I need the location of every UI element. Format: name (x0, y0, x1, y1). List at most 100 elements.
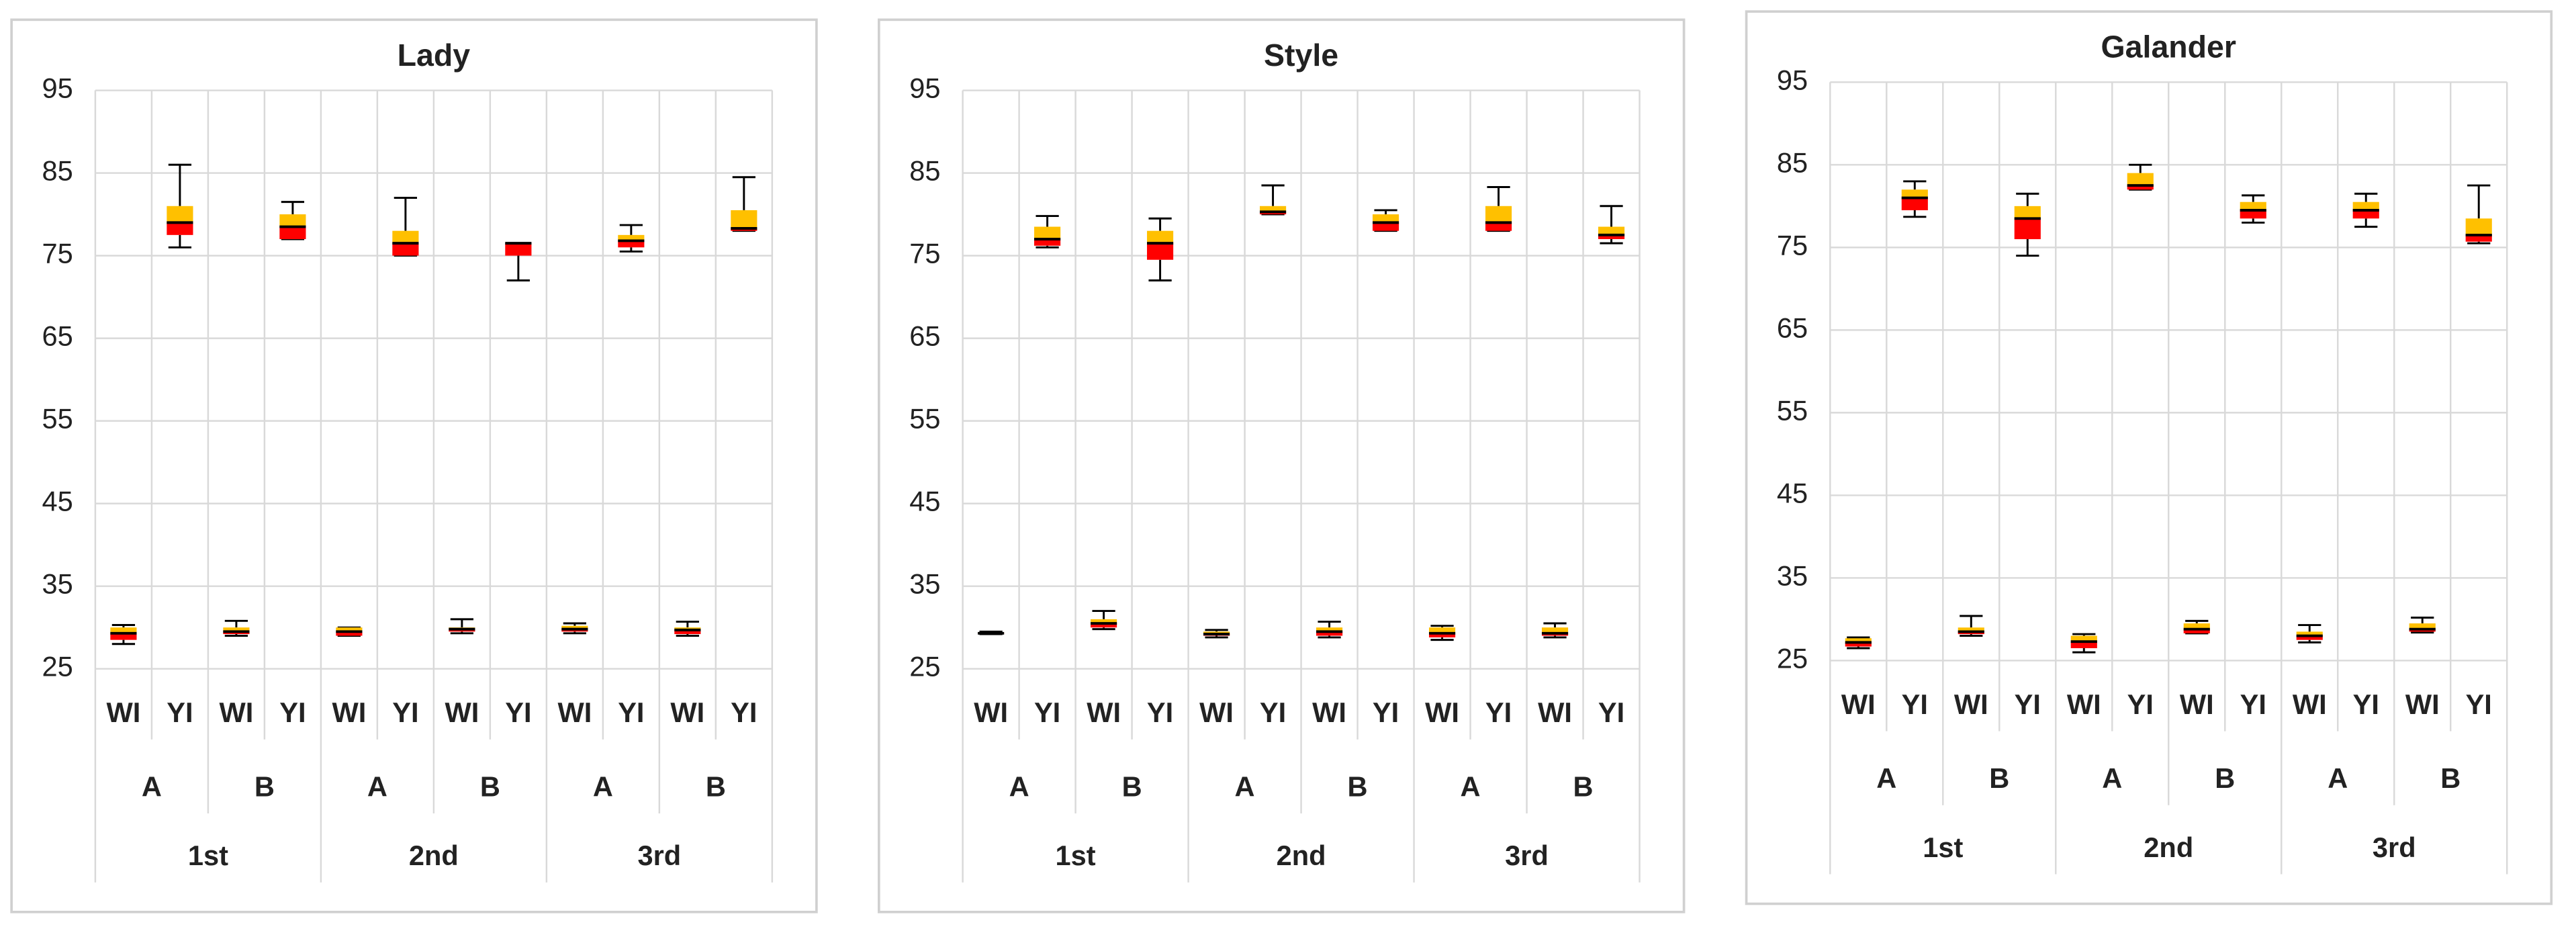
group-label: A (1235, 770, 1255, 802)
box-lower (1372, 222, 1399, 231)
x-tick-label: WI (219, 697, 253, 728)
box-chart: Lady 25 35 45 55 65 75 85 95 WI YI WI YI WI YI WI YI WI YI… (10, 18, 818, 914)
y-tick-label: 65 (1777, 312, 1808, 343)
group-label: B (1989, 762, 2009, 794)
box-lower (2183, 629, 2210, 633)
group-label: A (1461, 770, 1481, 802)
x-tick-label: YI (392, 697, 418, 728)
period-label: 2nd (1277, 840, 1326, 871)
group-label: B (255, 770, 275, 802)
y-tick-label: 25 (1777, 642, 1808, 674)
box-lower (1598, 234, 1625, 239)
box-upper (1541, 627, 1569, 633)
x-tick-label: WI (1087, 697, 1121, 728)
y-tick-label: 35 (909, 568, 940, 600)
period-label: 3rd (1505, 840, 1549, 871)
box-lower (1091, 623, 1117, 628)
x-tick-label: YI (2466, 688, 2492, 720)
box-lower (618, 240, 645, 248)
group-label: B (1348, 770, 1368, 802)
y-tick-label: 95 (1777, 64, 1808, 95)
x-tick-label: WI (332, 697, 366, 728)
box-upper (1147, 230, 1174, 244)
y-tick-label: 25 (42, 651, 73, 682)
box-lower (2014, 218, 2041, 240)
x-tick-label: WI (2180, 688, 2214, 720)
box-lower (1845, 642, 1872, 647)
x-tick-label: YI (1598, 697, 1624, 728)
x-tick-label: WI (2067, 688, 2101, 720)
box-upper (1316, 627, 1343, 632)
box-lower (167, 222, 193, 235)
y-tick-label: 65 (909, 320, 940, 352)
period-label: 1st (1056, 840, 1096, 871)
box-lower (2240, 210, 2266, 219)
box-upper (2070, 635, 2097, 642)
y-tick-label: 55 (42, 403, 73, 435)
x-tick-label: WI (1954, 688, 1988, 720)
box-upper (1091, 619, 1117, 624)
y-tick-label: 55 (909, 403, 940, 435)
box-upper (2240, 202, 2266, 210)
group-label: A (2328, 762, 2348, 794)
group-label: B (1122, 770, 1142, 802)
box-lower (1901, 197, 1928, 210)
box-lower (110, 633, 137, 640)
box-lower (1428, 633, 1456, 637)
box-upper (1034, 226, 1061, 239)
chart-title: Lady (398, 38, 471, 73)
box-upper (2409, 623, 2436, 629)
box-upper (561, 625, 588, 629)
chart-frame (878, 18, 1686, 914)
box-upper (110, 627, 137, 633)
x-tick-label: YI (1902, 688, 1928, 720)
box-lower (392, 243, 419, 256)
group-label: B (1573, 770, 1594, 802)
box-upper (2465, 218, 2492, 235)
chart-title: Galander (2101, 30, 2236, 64)
x-tick-label: WI (1841, 688, 1876, 720)
y-tick-label: 55 (1777, 394, 1808, 426)
group-label: B (2440, 762, 2460, 794)
x-tick-label: YI (1147, 697, 1173, 728)
x-tick-label: YI (731, 697, 757, 728)
chart-frame (10, 18, 818, 914)
box-upper (336, 627, 363, 632)
period-label: 1st (188, 840, 228, 871)
x-tick-label: YI (2240, 688, 2266, 720)
group-label: B (2215, 762, 2235, 794)
box-upper (392, 230, 419, 244)
x-tick-label: WI (107, 697, 141, 728)
x-tick-label: YI (1373, 697, 1399, 728)
x-tick-label: YI (618, 697, 644, 728)
x-tick-label: WI (1199, 697, 1234, 728)
box-upper (731, 210, 757, 228)
group-label: A (593, 770, 613, 802)
box-upper (167, 206, 193, 223)
box-upper (2183, 623, 2210, 629)
y-tick-label: 85 (1777, 146, 1808, 178)
box-lower (674, 629, 701, 635)
x-tick-label: WI (974, 697, 1008, 728)
group-label: B (706, 770, 726, 802)
group-label: A (367, 770, 387, 802)
x-tick-label: WI (557, 697, 592, 728)
x-tick-label: WI (1312, 697, 1346, 728)
x-tick-label: YI (2015, 688, 2041, 720)
box-upper (279, 214, 306, 227)
y-tick-label: 35 (42, 568, 73, 600)
x-tick-label: WI (670, 697, 704, 728)
x-tick-label: YI (2127, 688, 2154, 720)
x-tick-label: WI (1538, 697, 1572, 728)
y-tick-label: 45 (42, 486, 73, 517)
chart-title: Style (1264, 38, 1338, 73)
y-tick-label: 45 (909, 486, 940, 517)
box-lower (279, 226, 306, 239)
x-tick-label: YI (505, 697, 531, 728)
group-label: B (480, 770, 500, 802)
y-tick-label: 65 (42, 320, 73, 352)
y-tick-label: 25 (909, 651, 940, 682)
y-tick-label: 75 (909, 238, 940, 269)
box-upper (1428, 627, 1456, 633)
x-tick-label: YI (1485, 697, 1512, 728)
